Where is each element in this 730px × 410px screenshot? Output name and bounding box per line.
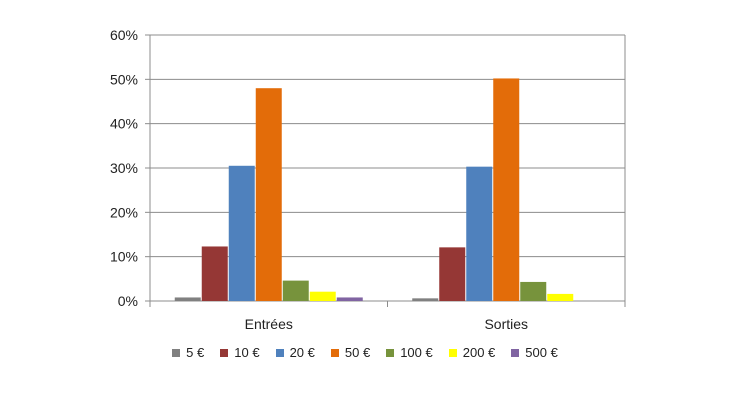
legend-swatch bbox=[172, 348, 181, 357]
y-tick-label: 0% bbox=[118, 293, 138, 309]
y-tick-label: 30% bbox=[110, 160, 138, 176]
bar bbox=[336, 297, 363, 301]
bar bbox=[547, 293, 574, 301]
bar bbox=[309, 291, 336, 301]
legend-item: 200 € bbox=[448, 345, 496, 360]
legend-item: 50 € bbox=[330, 345, 371, 360]
legend-swatch bbox=[511, 348, 520, 357]
bar bbox=[439, 247, 466, 301]
legend-item: 500 € bbox=[511, 345, 558, 360]
legend-item: 10 € bbox=[220, 345, 260, 360]
bar bbox=[466, 166, 493, 301]
bar-chart: 0% 10% 20% 30% 40% 50% 60% Entrées Sorties bbox=[110, 27, 626, 332]
legend-item: 5 € bbox=[172, 345, 204, 360]
legend-label: 100 € bbox=[400, 345, 433, 360]
bar bbox=[282, 280, 309, 301]
bar bbox=[201, 246, 228, 301]
bar bbox=[255, 88, 282, 301]
y-tick-label: 60% bbox=[110, 27, 138, 43]
legend-label: 200 € bbox=[462, 345, 496, 360]
y-tick-label: 40% bbox=[110, 116, 138, 132]
x-category-label: Entrées bbox=[245, 316, 293, 332]
legend-swatch bbox=[448, 348, 457, 357]
legend-swatch bbox=[220, 348, 229, 357]
y-tick-label: 50% bbox=[110, 71, 138, 87]
legend-swatch bbox=[386, 348, 395, 357]
legend-label: 5 € bbox=[186, 345, 205, 360]
legend-swatch bbox=[330, 348, 339, 357]
chart-legend: 5 € 10 € 20 € 50 € 100 € 200 € 500 € bbox=[0, 345, 730, 360]
bar bbox=[174, 297, 201, 301]
legend-item: 100 € bbox=[386, 345, 433, 360]
x-category-label: Sorties bbox=[484, 316, 528, 332]
legend-label: 50 € bbox=[344, 345, 371, 360]
legend-swatch bbox=[275, 348, 284, 357]
bar bbox=[412, 298, 439, 301]
legend-item: 20 € bbox=[275, 345, 315, 360]
bar bbox=[520, 281, 547, 301]
legend-label: 20 € bbox=[289, 345, 315, 360]
bar bbox=[228, 165, 255, 301]
bar bbox=[493, 78, 520, 302]
legend-label: 500 € bbox=[525, 345, 558, 360]
y-tick-label: 20% bbox=[110, 204, 138, 220]
y-tick-label: 10% bbox=[110, 249, 138, 265]
legend-label: 10 € bbox=[234, 345, 260, 360]
